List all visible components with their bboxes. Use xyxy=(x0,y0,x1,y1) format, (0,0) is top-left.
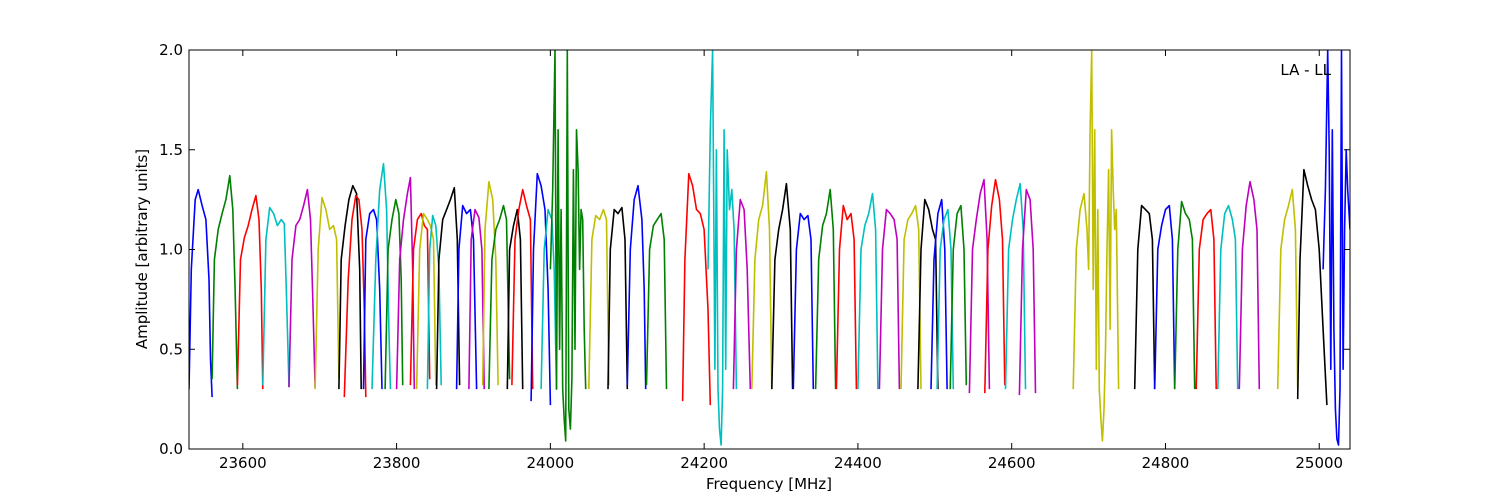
series-line-37 xyxy=(835,204,858,390)
series-line-42 xyxy=(930,198,948,390)
series-line-24 xyxy=(540,208,558,390)
x-axis-label: Frequency [MHz] xyxy=(706,475,832,493)
y-tick-label: 0.0 xyxy=(159,440,183,458)
series-line-48 xyxy=(1018,188,1037,396)
x-tick-label: 24000 xyxy=(527,454,575,472)
chart-annotation: LA - LL xyxy=(1280,61,1331,79)
series-line-26 xyxy=(588,208,610,390)
series-line-40 xyxy=(900,204,922,390)
y-axis-label: Amplitude [arbitrary units] xyxy=(133,149,151,349)
series-line-30 xyxy=(681,172,712,406)
series-line-19 xyxy=(481,180,499,386)
series-line-6 xyxy=(314,196,340,390)
series-line-44 xyxy=(949,204,968,390)
series-line-27 xyxy=(607,206,629,390)
series-line-49 xyxy=(1072,50,1120,442)
series-line-52 xyxy=(1173,200,1196,390)
x-tick-label: 24400 xyxy=(834,454,882,472)
series-layer xyxy=(189,50,1350,446)
y-tick-label: 2.0 xyxy=(159,41,183,59)
series-line-57 xyxy=(1296,168,1328,406)
series-line-7 xyxy=(338,184,362,390)
series-line-54 xyxy=(1217,204,1239,390)
x-tick-label: 24600 xyxy=(988,454,1036,472)
series-line-36 xyxy=(814,188,837,390)
series-line-56 xyxy=(1276,188,1299,390)
series-line-23 xyxy=(530,172,552,406)
series-line-39 xyxy=(878,208,901,390)
series-line-20 xyxy=(488,204,511,390)
series-line-28 xyxy=(626,184,647,390)
series-line-15 xyxy=(426,214,442,390)
series-line-35 xyxy=(792,212,815,390)
series-line-10 xyxy=(371,162,392,390)
series-line-45 xyxy=(968,178,991,394)
x-tick-label: 25000 xyxy=(1295,454,1343,472)
series-line-16 xyxy=(435,186,461,390)
series-line-4 xyxy=(262,206,290,388)
x-tick-label: 24200 xyxy=(680,454,728,472)
series-line-50 xyxy=(1133,204,1156,390)
series-line-51 xyxy=(1153,204,1176,390)
series-line-38 xyxy=(857,192,879,390)
series-line-1 xyxy=(189,188,213,398)
series-line-13 xyxy=(409,212,431,386)
series-line-25 xyxy=(549,50,587,442)
series-line-14 xyxy=(415,212,437,390)
series-line-32 xyxy=(732,198,752,390)
series-line-18 xyxy=(468,208,485,390)
series-line-9 xyxy=(362,208,383,390)
series-line-21 xyxy=(506,208,524,390)
series-line-29 xyxy=(645,212,668,390)
x-tick-label: 23800 xyxy=(373,454,421,472)
series-line-5 xyxy=(288,188,316,388)
series-line-11 xyxy=(384,198,404,390)
series-line-8 xyxy=(343,194,367,398)
y-tick-label: 1.5 xyxy=(159,141,183,159)
series-line-17 xyxy=(455,204,478,390)
series-line-3 xyxy=(236,194,264,390)
ticks-layer: 23600 23800 24000 24200 24400 24600 24800 25000… xyxy=(159,41,1350,472)
series-line-58 xyxy=(1322,50,1350,446)
series-line-53 xyxy=(1195,208,1217,390)
x-tick-label: 23600 xyxy=(219,454,267,472)
series-line-33 xyxy=(751,170,773,390)
series-line-2 xyxy=(211,174,239,390)
series-line-55 xyxy=(1238,180,1261,390)
series-line-43 xyxy=(936,208,955,390)
series-line-46 xyxy=(984,178,1006,394)
series-line-22 xyxy=(511,188,534,390)
x-tick-label: 24800 xyxy=(1142,454,1190,472)
series-line-31 xyxy=(707,50,738,446)
series-line-34 xyxy=(771,182,794,390)
y-tick-label: 0.5 xyxy=(159,340,183,358)
y-tick-label: 1.0 xyxy=(159,241,183,259)
